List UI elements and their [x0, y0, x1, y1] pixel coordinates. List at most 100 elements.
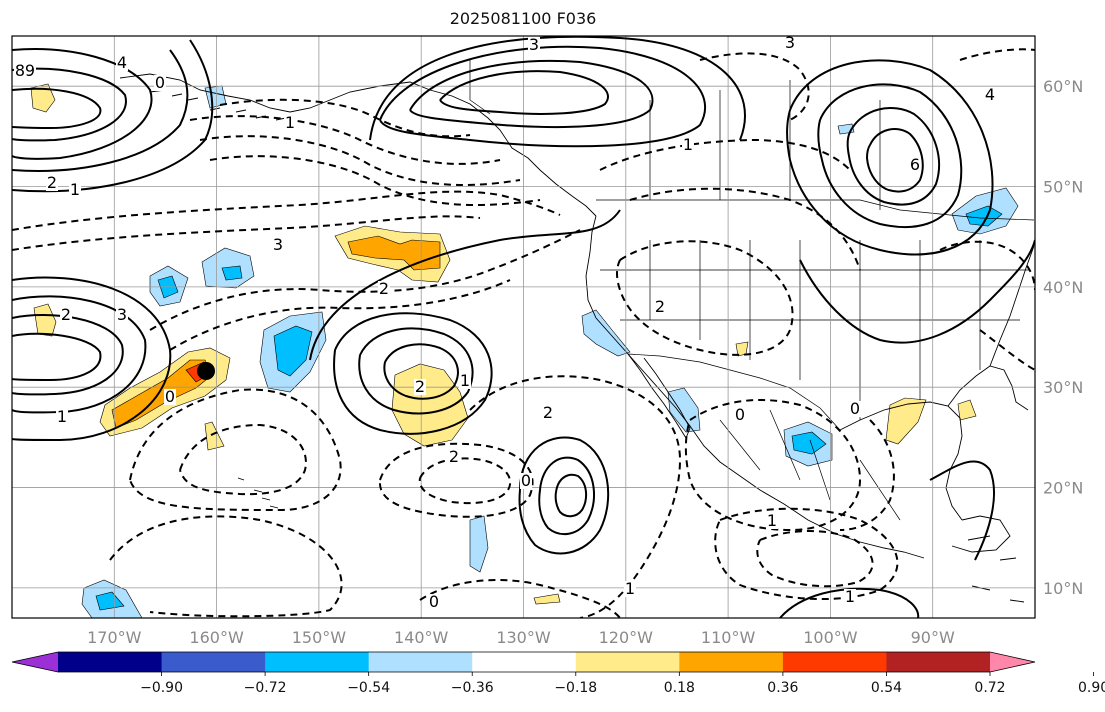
contour-positive — [12, 87, 102, 130]
colorbar-segment — [782, 652, 887, 672]
colorbar-tick-label: −0.54 — [347, 680, 390, 696]
contour-label: 3 — [116, 305, 128, 324]
contour-negative — [629, 187, 861, 271]
florida-coast — [947, 365, 1029, 411]
contour-label-bg — [69, 182, 81, 198]
contour-label: 3 — [272, 235, 284, 254]
contour-negative — [189, 115, 501, 165]
colorbar-tick-label: −0.72 — [244, 680, 287, 696]
colorbar-extend-max — [990, 652, 1035, 672]
shade-negative — [469, 515, 489, 573]
contour-negative — [169, 279, 511, 351]
contour-negative — [418, 457, 512, 505]
contour-positive — [12, 67, 127, 142]
contour-negative — [684, 399, 862, 532]
longitude-label: 120°W — [599, 628, 654, 647]
contour-label-text: 1 — [683, 135, 693, 154]
contour-label-bg — [448, 449, 460, 465]
contour-label-bg — [784, 36, 796, 51]
contour-label-bg — [459, 373, 471, 389]
contour-label-text: 0 — [429, 592, 439, 611]
colorbar-tick-label: 0.18 — [664, 680, 695, 696]
contour-label-text: 9 — [25, 61, 35, 80]
map-frame — [11, 35, 1036, 619]
colorbar-segment — [886, 652, 991, 672]
longitude-label: 130°W — [496, 628, 551, 647]
us-mexico-border — [627, 353, 841, 431]
contour-positive — [846, 107, 940, 206]
contour-label-text: 4 — [117, 53, 127, 72]
contour-label: 4 — [984, 85, 996, 104]
coastlines — [119, 73, 1035, 603]
contour-label-text: 0 — [155, 73, 165, 92]
latitude-labels: 60°N 50°N 40°N 30°N 20°N 10°N — [1043, 77, 1083, 598]
contour-negative — [12, 215, 481, 251]
contour-label: 2 — [46, 173, 58, 192]
longitude-label: 170°W — [87, 628, 142, 647]
contour-label: 2 — [448, 447, 460, 466]
shaded-fields — [30, 83, 1019, 618]
contour-label-bg — [284, 115, 296, 131]
colorbar-segment — [58, 652, 163, 672]
contour-label: 2 — [378, 279, 390, 298]
contour-label: 2 — [414, 377, 426, 396]
contour-label-text: 3 — [273, 235, 283, 254]
contour-positive — [333, 312, 493, 435]
contour-negative — [209, 155, 541, 206]
colorbar-segment — [679, 652, 784, 672]
latitude-label: 30°N — [1043, 378, 1083, 397]
mexico-state-lines — [719, 409, 901, 521]
contour-label-bg — [844, 589, 856, 605]
contour-label-bg — [984, 87, 996, 103]
colorbar-extend-min — [12, 652, 58, 672]
colorbar-tick-label: 0.90 — [1078, 680, 1105, 696]
contour-label: 1 — [766, 511, 778, 530]
contour-positive — [799, 239, 1035, 344]
contour-negative — [959, 48, 1035, 61]
contour-label: 8 — [14, 61, 26, 80]
contour-label: 1 — [284, 113, 296, 132]
gridlines — [12, 36, 1035, 618]
contour-label: 0 — [428, 592, 440, 611]
contour-label-text: 2 — [415, 377, 425, 396]
contour-label-bg — [154, 75, 166, 91]
contour-label-bg — [542, 405, 554, 421]
contour-positive — [379, 45, 706, 148]
contour-label: 2 — [542, 403, 554, 422]
contour-negative — [599, 138, 851, 171]
contour-negative — [939, 240, 1035, 291]
contour-negative — [199, 135, 521, 186]
contour-label: 4 — [116, 53, 128, 72]
contour-negative — [129, 388, 342, 512]
shade-orange — [347, 235, 441, 271]
contour-label-bg — [60, 307, 72, 323]
colorbar-segment — [265, 652, 370, 672]
contour-label-text: 2 — [47, 173, 57, 192]
contour-label: 0 — [154, 73, 166, 92]
contour-positive — [12, 48, 153, 160]
alaska-canada-border — [469, 60, 491, 115]
contour-label-bg — [56, 409, 68, 425]
contour-negative — [979, 329, 1035, 371]
latitude-label: 10°N — [1043, 579, 1083, 598]
contour-label: 0 — [520, 471, 532, 490]
longitude-label: 150°W — [292, 628, 347, 647]
contour-label-bg — [428, 594, 440, 610]
contour-label: 1 — [56, 407, 68, 426]
gulf-coast — [839, 401, 963, 521]
contour-positive — [12, 49, 189, 172]
colorbar-segment — [161, 652, 266, 672]
contour-negative — [839, 419, 895, 531]
contour-label: 2 — [654, 297, 666, 316]
contour-label-bg — [849, 401, 861, 417]
shade-positive — [533, 593, 561, 605]
contour-label: 1 — [459, 371, 471, 390]
colorbar-segment — [575, 652, 680, 672]
colorbar-tick-label: 0.54 — [871, 680, 902, 696]
shade-positive — [30, 83, 56, 113]
contour-label-text: 1 — [57, 407, 67, 426]
contour-label-text: 2 — [543, 403, 553, 422]
contour-label-text: 1 — [70, 180, 80, 199]
contour-label-text: 1 — [845, 587, 855, 606]
